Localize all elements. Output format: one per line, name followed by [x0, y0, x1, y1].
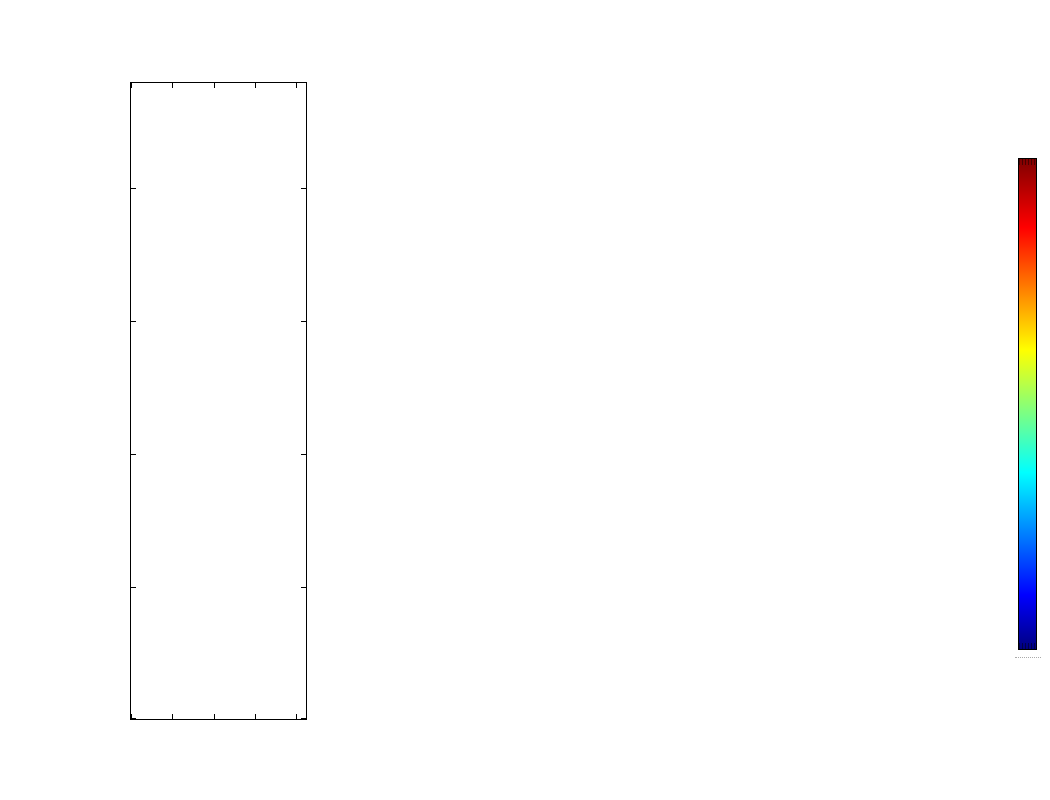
y-tick-mark	[301, 718, 306, 719]
x-tick-mark	[296, 714, 297, 719]
x-tick-mark	[254, 714, 256, 719]
y-tick-mark	[131, 321, 136, 323]
y-tick-mark	[131, 587, 136, 589]
x-tick-mark	[172, 714, 174, 719]
colorbar-bottom-comb	[1019, 643, 1036, 649]
x-tick-mark	[213, 714, 215, 719]
x-tick-mark	[131, 714, 132, 719]
colorbar-top-comb	[1019, 159, 1036, 165]
y-tick-mark	[301, 454, 306, 456]
x-tick-mark	[254, 83, 256, 88]
y-tick-mark	[131, 454, 136, 456]
panel-xx	[130, 82, 307, 720]
x-tick-mark	[172, 83, 174, 88]
spectrogram-band-canvas-xx	[131, 672, 306, 716]
x-tick-mark	[131, 83, 132, 88]
x-tick-mark	[296, 83, 297, 88]
colorbar	[1018, 158, 1037, 650]
y-tick-mark	[131, 188, 136, 190]
y-tick-mark	[301, 321, 306, 323]
x-tick-mark	[213, 83, 215, 88]
colorbar-baseline-dots	[1015, 657, 1041, 658]
y-tick-mark	[301, 587, 306, 589]
y-tick-mark	[301, 188, 306, 190]
y-tick-mark	[131, 718, 136, 719]
